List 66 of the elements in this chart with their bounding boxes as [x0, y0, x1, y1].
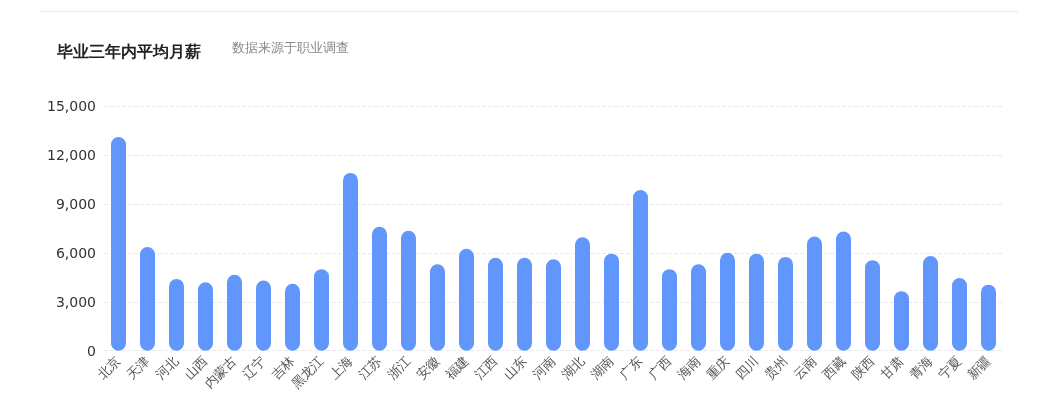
bar [314, 269, 329, 351]
bar [372, 226, 387, 351]
bar [720, 252, 735, 351]
bar [865, 260, 880, 351]
y-tick-label: 0 [87, 342, 96, 359]
y-tick-label: 6,000 [55, 244, 96, 261]
bar [807, 236, 822, 351]
x-tick-label: 广东 [616, 353, 646, 383]
bar [198, 282, 213, 351]
chart-title: 毕业三年内平均月薪 [56, 41, 201, 61]
bar [778, 256, 793, 351]
bar [343, 172, 358, 351]
bar [749, 253, 764, 351]
x-tick-label: 宁夏 [935, 353, 965, 383]
bar [604, 253, 619, 351]
bar [633, 190, 648, 351]
bar [952, 278, 967, 351]
x-tick-label: 山东 [500, 353, 530, 383]
x-tick-label: 青海 [906, 353, 936, 383]
bar [140, 247, 155, 351]
x-tick-label: 新疆 [964, 353, 994, 383]
y-tick-label: 15,000 [47, 98, 96, 114]
bar [691, 264, 706, 351]
x-tick-label: 北京 [94, 353, 124, 383]
x-tick-label: 甘肃 [877, 353, 907, 383]
bar [285, 283, 300, 351]
x-tick-label: 江西 [471, 353, 501, 383]
x-tick-label: 福建 [442, 353, 472, 383]
bar [923, 256, 938, 351]
bar [227, 274, 242, 351]
x-tick-label: 陕西 [848, 353, 878, 383]
x-tick-label: 天津 [123, 353, 153, 383]
x-tick-label: 海南 [674, 353, 704, 383]
bar [430, 264, 445, 351]
x-tick-label: 河北 [152, 353, 182, 383]
x-tick-label: 辽宁 [239, 353, 269, 383]
bar [981, 284, 996, 351]
bar [169, 278, 184, 351]
bar [256, 280, 271, 351]
x-tick-label: 四川 [732, 353, 762, 383]
bar [575, 237, 590, 351]
bar [662, 269, 677, 351]
x-tick-label: 浙江 [384, 353, 414, 383]
x-tick-label: 云南 [790, 353, 820, 383]
bar [894, 291, 909, 351]
bar [401, 230, 416, 351]
x-tick-label: 广西 [645, 353, 675, 383]
x-tick-label: 西藏 [819, 353, 849, 383]
x-tick-label: 湖南 [587, 353, 617, 383]
bar [459, 248, 474, 351]
bar [488, 257, 503, 351]
bar [836, 231, 851, 351]
y-tick-label: 3,000 [55, 293, 96, 310]
x-tick-label: 河南 [529, 353, 559, 383]
x-tick-label: 重庆 [703, 353, 733, 383]
chart-subtitle: 数据来源于职业调查 [232, 40, 349, 55]
y-tick-label: 12,000 [47, 146, 96, 163]
x-tick-label: 上海 [326, 353, 356, 383]
bar [517, 257, 532, 351]
y-tick-label: 9,000 [55, 195, 96, 212]
x-tick-label: 贵州 [761, 353, 791, 383]
bar [546, 259, 561, 351]
x-tick-label: 湖北 [558, 353, 588, 383]
bar [111, 137, 126, 351]
x-tick-label: 江苏 [355, 353, 385, 383]
x-tick-label: 安徽 [413, 353, 443, 383]
